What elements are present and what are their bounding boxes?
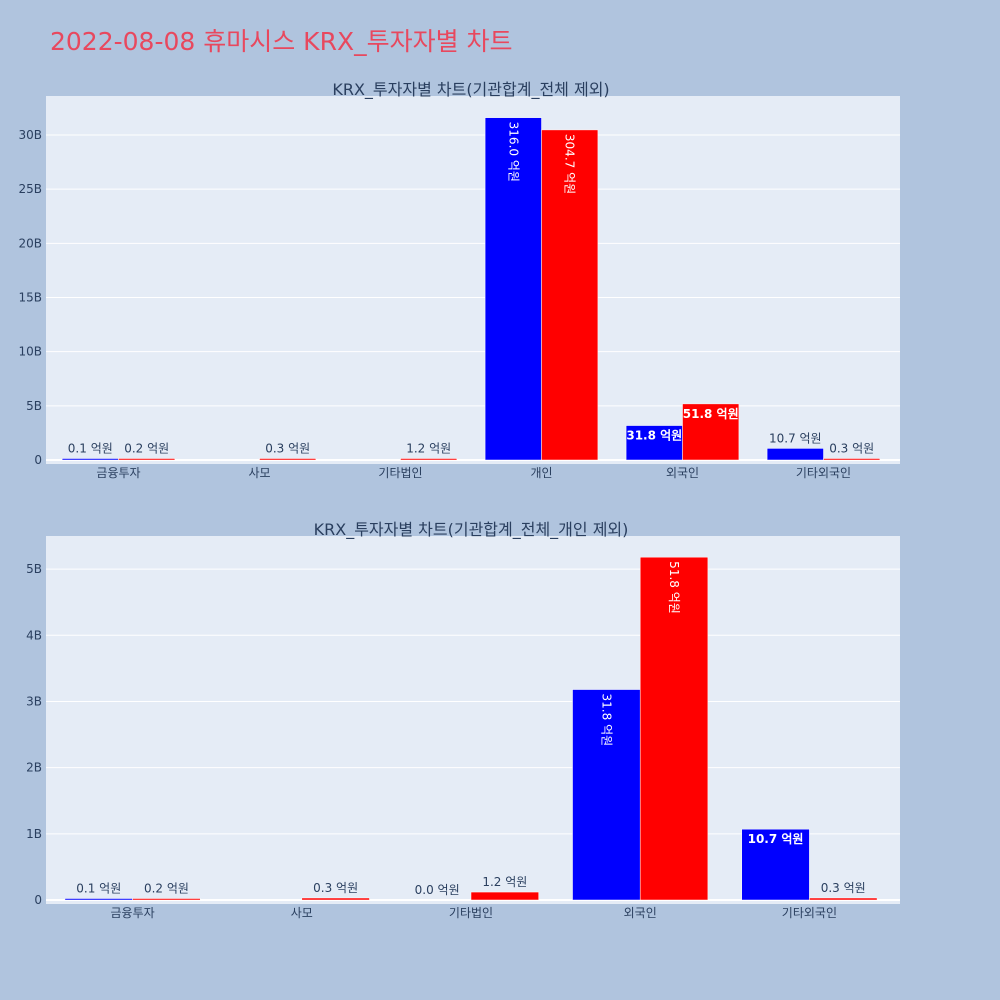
x-tick-label: 기타법인 (378, 466, 422, 480)
bar (118, 458, 176, 461)
y-tick-label: 4B (26, 628, 42, 642)
bar (625, 425, 683, 461)
data-label: 1.2 억원 (482, 875, 527, 889)
chart-1: 0 5B 10B 15B 20B 25B 30B KRX_투자자별 차트(기관합계_전체 제외… (18, 80, 900, 480)
data-label: 0.2 억원 (144, 882, 189, 896)
data-label: 304.7 억원 (563, 134, 577, 194)
bar (823, 458, 881, 461)
y-tick-label: 0 (34, 893, 42, 907)
x-tick-label: 개인 (530, 466, 552, 480)
data-label: 31.8 억원 (599, 694, 613, 747)
chart-2: 0 1B 2B 3B 4B 5B KRX_투자자별 차트(기관합계_전체_개인 제외) 금융투… (26, 520, 900, 920)
data-label: 0.1 억원 (68, 442, 113, 456)
y-tick-label: 2B (26, 761, 42, 775)
x-tick-label: 외국인 (624, 906, 657, 920)
data-label: 1.2 억원 (406, 442, 451, 456)
subplot-title: KRX_투자자별 차트(기관합계_전체_개인 제외) (314, 520, 629, 540)
x-tick-label: 사모 (248, 466, 270, 480)
data-label: 316.0 억원 (506, 122, 520, 182)
y-tick-label: 0 (34, 453, 42, 467)
bar (61, 458, 119, 461)
y-tick-label: 5B (26, 399, 42, 413)
y-tick-label: 3B (26, 694, 42, 708)
data-label: 10.7 억원 (769, 431, 822, 445)
bar (682, 403, 740, 461)
x-tick-label: 기타외국인 (796, 466, 851, 480)
bar (470, 891, 539, 901)
data-label: 0.2 억원 (124, 442, 169, 456)
y-tick-label: 25B (18, 182, 42, 196)
bar (541, 129, 599, 461)
x-tick-label: 기타외국인 (782, 906, 837, 920)
x-tick-label: 기타법인 (449, 906, 493, 920)
y-tick-label: 20B (18, 236, 42, 250)
bar (809, 897, 878, 901)
bar (132, 898, 201, 901)
subplot-title: KRX_투자자별 차트(기관합계_전체 제외) (332, 80, 609, 100)
data-label: 31.8 억원 (626, 429, 682, 443)
bar (766, 448, 824, 461)
bar (400, 458, 458, 461)
bar (64, 898, 133, 901)
bar (484, 117, 542, 461)
y-tick-label: 5B (26, 562, 42, 576)
bar (301, 897, 370, 901)
bar (572, 689, 641, 901)
data-label: 0.3 억원 (829, 442, 874, 456)
plot-area (46, 96, 900, 464)
x-tick-label: 외국인 (666, 466, 699, 480)
data-label: 10.7 억원 (748, 832, 804, 846)
y-tick-label: 10B (18, 345, 42, 359)
data-label: 0.3 억원 (313, 881, 358, 895)
y-tick-label: 30B (18, 128, 42, 142)
data-label: 51.8 억원 (683, 407, 739, 421)
page-title: 2022-08-08 휴마시스 KRX_투자자별 차트 (50, 27, 513, 56)
y-tick-label: 15B (18, 291, 42, 305)
data-label: 0.3 억원 (265, 442, 310, 456)
bar (259, 458, 317, 461)
data-label: 51.8 억원 (667, 561, 681, 614)
bar (741, 828, 810, 901)
data-label: 0.1 억원 (76, 882, 121, 896)
y-tick-label: 1B (26, 827, 42, 841)
data-label: 0.3 억원 (821, 881, 866, 895)
bar (639, 556, 709, 901)
x-tick-label: 금융투자 (96, 466, 140, 480)
x-tick-label: 사모 (291, 906, 313, 920)
data-label: 0.0 억원 (415, 883, 460, 897)
x-tick-label: 금융투자 (111, 906, 155, 920)
